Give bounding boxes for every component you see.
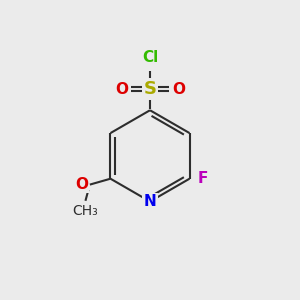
- Text: O: O: [115, 82, 128, 97]
- Text: O: O: [75, 177, 88, 192]
- Text: N: N: [144, 194, 156, 209]
- Text: Cl: Cl: [142, 50, 158, 65]
- Text: CH₃: CH₃: [73, 204, 98, 218]
- Text: F: F: [198, 171, 208, 186]
- Text: S: S: [143, 80, 157, 98]
- Text: O: O: [172, 82, 185, 97]
